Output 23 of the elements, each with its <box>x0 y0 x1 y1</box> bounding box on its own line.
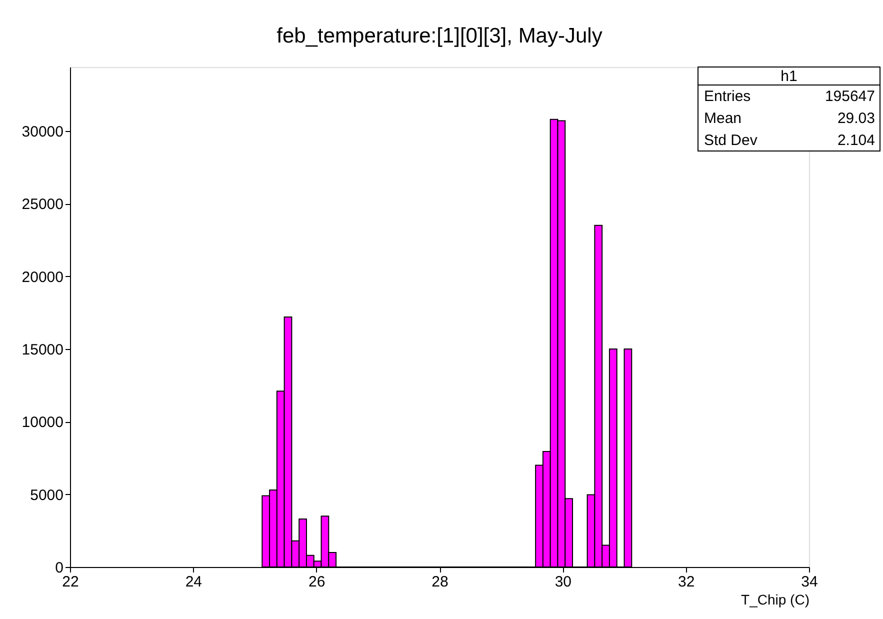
y-tick-label: 15000 <box>22 341 64 358</box>
chart-title: feb_temperature:[1][0][3], May-July <box>276 24 603 48</box>
y-tick-label: 30000 <box>22 123 64 140</box>
y-tick-label: 10000 <box>22 414 64 432</box>
text: 29.03 <box>837 110 875 127</box>
x-tick-label: 26 <box>308 574 326 590</box>
annotation: Mean <box>704 110 742 127</box>
y-tick-label: 25000 <box>22 196 64 214</box>
x-tick-label: 30 <box>554 574 572 590</box>
x-tick-label: 28 <box>432 574 448 590</box>
text: 2.104 <box>837 132 875 149</box>
x-tick-label: 34 <box>801 574 818 590</box>
y-tick-label: 20000 <box>22 268 64 286</box>
x-tick-label: 22 <box>62 574 79 590</box>
y-tick-label: 0 <box>55 560 64 576</box>
annotation: Entries <box>704 88 751 105</box>
annotation: Std Dev <box>704 132 758 149</box>
x-tick-label: 32 <box>678 574 695 590</box>
x-tick-label: 24 <box>185 574 202 590</box>
x-axis-title: T_Chip (C) <box>741 592 810 608</box>
y-tick-label: 5000 <box>30 486 64 504</box>
text: 195647 <box>824 88 875 105</box>
annotation: h1 <box>780 68 798 85</box>
